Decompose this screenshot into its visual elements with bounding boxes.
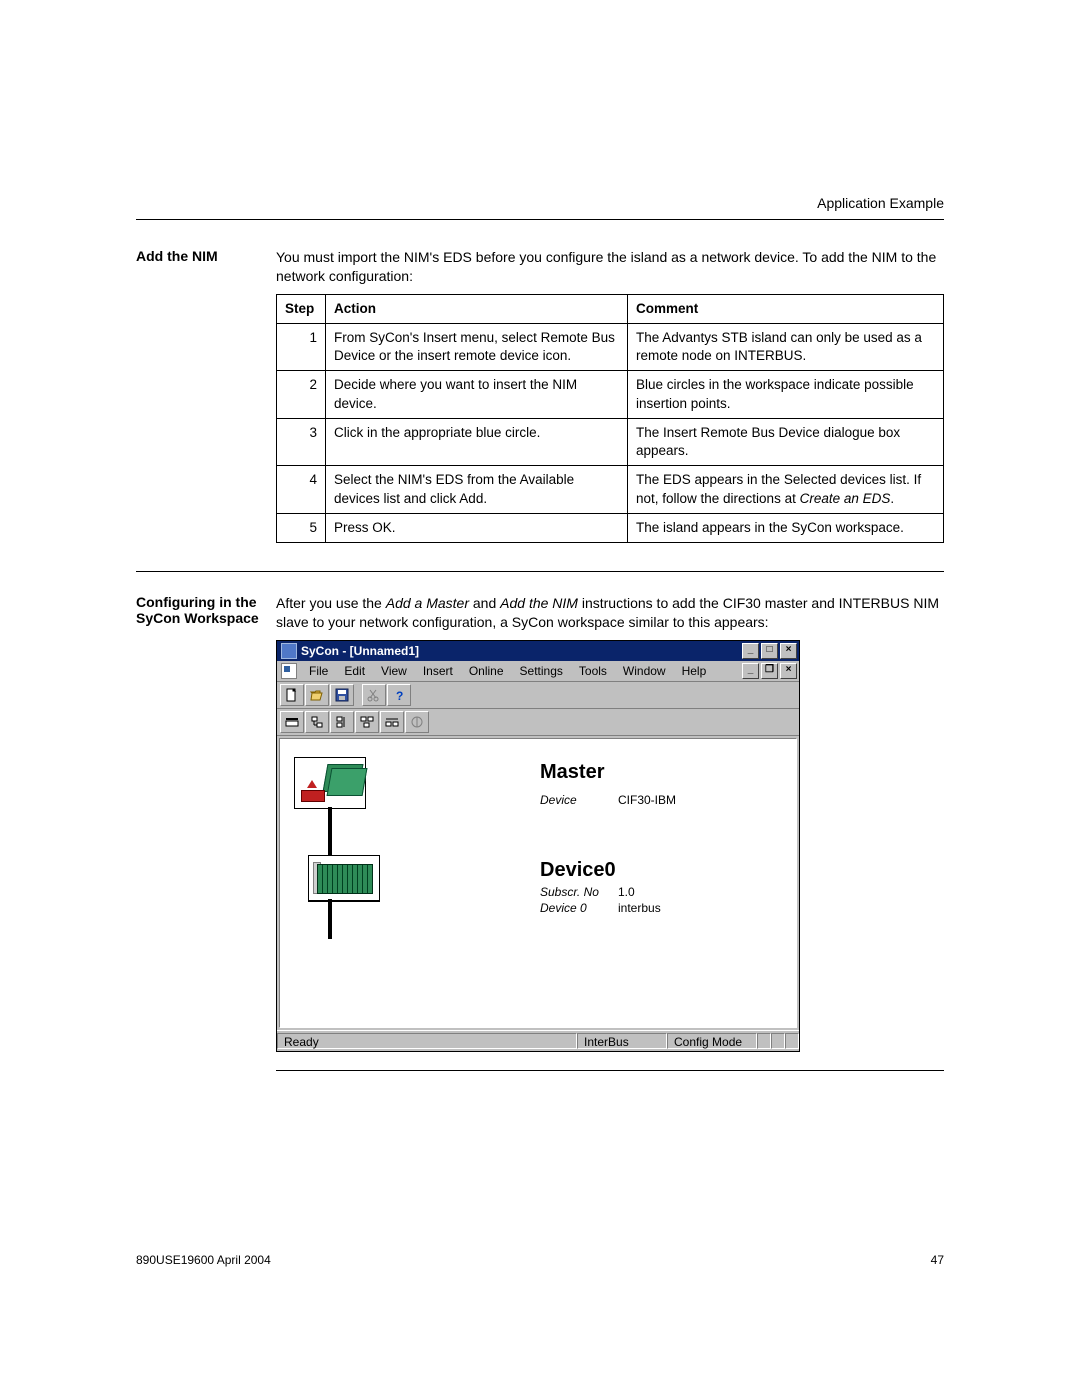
device0-title: Device0 xyxy=(540,857,661,884)
cell-comment: The island appears in the SyCon workspac… xyxy=(627,513,943,542)
cell-step: 2 xyxy=(277,371,326,418)
menu-tools[interactable]: Tools xyxy=(571,661,615,681)
table-row: 2 Decide where you want to insert the NI… xyxy=(277,371,944,418)
menu-file[interactable]: File xyxy=(301,661,336,681)
insert-local-icon[interactable] xyxy=(330,711,354,733)
status-pane xyxy=(771,1033,785,1049)
device0-subscr-label: Subscr. No xyxy=(540,884,618,900)
menu-insert[interactable]: Insert xyxy=(415,661,461,681)
status-bus: InterBus xyxy=(577,1033,667,1049)
toolbar-standard: ? xyxy=(277,682,799,709)
insert-remote-icon[interactable] xyxy=(305,711,329,733)
rule-mid xyxy=(136,571,944,572)
footer-docref: 890USE19600 April 2004 xyxy=(136,1253,271,1267)
status-pane xyxy=(757,1033,771,1049)
menu-bar: File Edit View Insert Online Settings To… xyxy=(277,661,799,682)
cell-action: Click in the appropriate blue circle. xyxy=(326,418,628,465)
running-head: Application Example xyxy=(136,195,944,211)
device0-subscr-value: 1.0 xyxy=(618,884,635,900)
status-pane xyxy=(785,1033,799,1049)
master-node[interactable] xyxy=(294,757,366,809)
bus-line xyxy=(328,807,332,855)
cell-comment: The EDS appears in the Selected devices … xyxy=(627,466,943,513)
bus-line xyxy=(328,899,332,939)
table-row: 4 Select the NIM's EDS from the Availabl… xyxy=(277,466,944,513)
mdi-minimize-button[interactable]: _ xyxy=(742,663,759,679)
device0-info: Device0 Subscr. No 1.0 Device 0 interbus xyxy=(540,857,661,916)
device0-node[interactable] xyxy=(308,855,380,902)
sycon-workspace[interactable]: Master Device CIF30-IBM Device0 Subscr. … xyxy=(279,738,797,1028)
cell-comment: The Advantys STB island can only be used… xyxy=(627,324,943,371)
close-button[interactable]: × xyxy=(780,643,797,659)
open-icon[interactable] xyxy=(305,684,329,706)
rule-bottom xyxy=(276,1070,944,1071)
table-row: 3 Click in the appropriate blue circle. … xyxy=(277,418,944,465)
cell-step: 1 xyxy=(277,324,326,371)
section1-label: Add the NIM xyxy=(136,248,276,543)
th-step: Step xyxy=(277,294,326,323)
sycon-window: SyCon - [Unnamed1] _ □ × File Edit View … xyxy=(276,640,800,1052)
th-comment: Comment xyxy=(627,294,943,323)
cell-step: 5 xyxy=(277,513,326,542)
device0-dev-label: Device 0 xyxy=(540,900,618,916)
menu-help[interactable]: Help xyxy=(674,661,715,681)
cell-action: Select the NIM's EDS from the Available … xyxy=(326,466,628,513)
menu-online[interactable]: Online xyxy=(461,661,512,681)
cell-action: Decide where you want to insert the NIM … xyxy=(326,371,628,418)
cut-icon[interactable] xyxy=(362,684,386,706)
status-ready: Ready xyxy=(277,1033,577,1049)
cell-comment: Blue circles in the workspace indicate p… xyxy=(627,371,943,418)
maximize-button[interactable]: □ xyxy=(761,643,778,659)
th-action: Action xyxy=(326,294,628,323)
mdi-restore-button[interactable]: ❐ xyxy=(761,663,778,679)
cell-action: Press OK. xyxy=(326,513,628,542)
mdi-doc-icon xyxy=(281,663,297,679)
master-info: Master Device CIF30-IBM xyxy=(540,759,676,808)
master-device-label: Device xyxy=(540,792,618,808)
menu-view[interactable]: View xyxy=(373,661,415,681)
menu-window[interactable]: Window xyxy=(615,661,674,681)
steps-table: Step Action Comment 1 From SyCon's Inser… xyxy=(276,294,944,543)
titlebar: SyCon - [Unnamed1] _ □ × xyxy=(277,641,799,661)
menu-settings[interactable]: Settings xyxy=(512,661,571,681)
master-device-value: CIF30-IBM xyxy=(618,792,676,808)
cell-comment: The Insert Remote Bus Device dialogue bo… xyxy=(627,418,943,465)
insert-loop-icon[interactable] xyxy=(380,711,404,733)
section2-intro: After you use the Add a Master and Add t… xyxy=(276,594,944,632)
help-icon[interactable]: ? xyxy=(387,684,411,706)
insert-branch-icon[interactable] xyxy=(355,711,379,733)
status-mode: Config Mode xyxy=(667,1033,757,1049)
rule-top xyxy=(136,219,944,220)
device0-dev-value: interbus xyxy=(618,900,661,916)
master-title: Master xyxy=(540,759,676,786)
table-row: 1 From SyCon's Insert menu, select Remot… xyxy=(277,324,944,371)
menu-edit[interactable]: Edit xyxy=(336,661,373,681)
section1-intro: You must import the NIM's EDS before you… xyxy=(276,248,944,286)
new-icon[interactable] xyxy=(280,684,304,706)
svg-text:?: ? xyxy=(396,689,403,702)
mdi-close-button[interactable]: × xyxy=(780,663,797,679)
table-row: 5 Press OK. The island appears in the Sy… xyxy=(277,513,944,542)
cell-step: 3 xyxy=(277,418,326,465)
app-icon xyxy=(281,643,297,659)
cell-action: From SyCon's Insert menu, select Remote … xyxy=(326,324,628,371)
status-bar: Ready InterBus Config Mode xyxy=(277,1030,799,1051)
footer-pagenum: 47 xyxy=(931,1253,944,1267)
section2-label: Configuring in the SyCon Workspace xyxy=(136,594,276,1071)
minimize-button[interactable]: _ xyxy=(742,643,759,659)
save-icon[interactable] xyxy=(330,684,354,706)
cell-step: 4 xyxy=(277,466,326,513)
diagnostic-icon[interactable] xyxy=(405,711,429,733)
insert-master-icon[interactable] xyxy=(280,711,304,733)
window-title: SyCon - [Unnamed1] xyxy=(301,643,742,659)
toolbar-network xyxy=(277,709,799,736)
